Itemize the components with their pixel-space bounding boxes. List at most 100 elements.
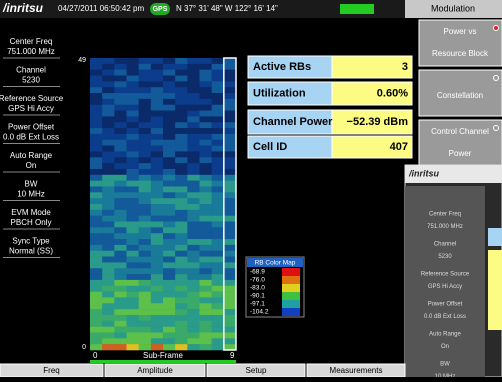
menu-title-bar: [405, 0, 502, 18]
heat-cell: [138, 209, 152, 216]
heat-cell: [114, 332, 127, 339]
bottom-menu: Freq Amplitude Setup Measurements: [0, 363, 406, 378]
heat-cell: [163, 139, 176, 146]
heat-cell: [211, 204, 225, 211]
heat-cell: [187, 145, 200, 152]
param-value[interactable]: 751.000 MHz: [7, 47, 55, 56]
heat-cell: [175, 128, 188, 135]
heat-cell: [114, 285, 127, 292]
param-label[interactable]: Sync Type: [12, 237, 50, 246]
heat-cell: [102, 256, 115, 263]
heat-cell: [175, 320, 188, 327]
heat-cell: [102, 268, 115, 275]
heat-cell: [90, 268, 103, 275]
heat-cell: [150, 58, 164, 65]
heat-cell: [102, 262, 115, 269]
heat-cell: [163, 291, 176, 298]
heat-cell: [126, 256, 139, 263]
heat-cell: [90, 192, 103, 199]
heat-cell: [223, 338, 237, 345]
heat-cell: [150, 297, 164, 304]
menu-button[interactable]: [418, 19, 502, 67]
heat-cell: [199, 168, 212, 176]
heat-cell: [211, 81, 225, 88]
heat-cell: [163, 268, 176, 275]
heat-cell: [199, 63, 212, 70]
heat-cell: [138, 63, 152, 70]
radio: [493, 75, 499, 81]
heat-cell: [211, 116, 225, 123]
heat-cell: [150, 63, 164, 70]
heat-cell: [199, 110, 212, 117]
heat-cell: [126, 244, 139, 252]
inset-label: Center Freq: [429, 212, 461, 218]
heat-cell: [150, 250, 164, 257]
heat-cell: [126, 303, 139, 310]
heat-cell: [223, 274, 237, 281]
label: Channel Power: [253, 116, 333, 128]
heat-cell: [126, 344, 139, 351]
heat-cell: [90, 332, 103, 339]
heat-cell: [102, 250, 115, 257]
menu-text: Resource Block: [432, 49, 489, 58]
param-value[interactable]: 10 MHz: [17, 190, 45, 199]
heat-cell: [150, 69, 164, 76]
param-value[interactable]: GPS Hi Accy: [8, 104, 54, 113]
heat-cell: [114, 221, 127, 228]
inset-label: Reference Source: [421, 272, 470, 278]
heat-cell: [187, 204, 200, 211]
param-value[interactable]: PBCH Only: [11, 218, 52, 227]
heat-cell: [150, 180, 164, 187]
heat-cell: [175, 344, 188, 351]
heat-cell: [90, 227, 103, 234]
heat-cell: [150, 104, 164, 111]
heat-cell: [223, 145, 237, 152]
heat-cell: [114, 309, 127, 316]
heat-cell: [90, 157, 103, 164]
heat-cell: [163, 192, 176, 199]
heat-cell: [150, 139, 164, 146]
heat-cell: [138, 239, 152, 246]
heat-cell: [211, 227, 225, 234]
menu-button[interactable]: [418, 69, 502, 117]
param-label[interactable]: Power Offset: [8, 123, 55, 132]
heat-cell: [211, 215, 225, 222]
param-value[interactable]: Normal (SS): [9, 247, 53, 256]
param-label[interactable]: Reference Source: [0, 94, 64, 103]
param-label[interactable]: Auto Range: [10, 151, 53, 160]
heat-cell: [114, 116, 127, 123]
heat-cell: [223, 314, 237, 322]
param-label[interactable]: BW: [25, 180, 38, 189]
heat-cell: [199, 303, 212, 310]
inset-panel: [405, 186, 485, 377]
heat-cell: [138, 58, 152, 65]
bottom-text: Measurements: [330, 366, 383, 375]
heat-cell: [199, 104, 212, 111]
heat-cell: [126, 279, 139, 287]
heat-cell: [150, 309, 164, 316]
param-label[interactable]: Channel: [16, 66, 46, 75]
param-label[interactable]: EVM Mode: [11, 208, 51, 217]
heat-cell: [150, 303, 164, 310]
heat-cell: [223, 279, 237, 287]
param-label[interactable]: Center Freq: [10, 37, 53, 46]
heat-cell: [102, 291, 115, 298]
heat-cell: [175, 233, 188, 240]
param-value[interactable]: 0.0 dB Ext Loss: [3, 133, 59, 142]
heat-cell: [199, 279, 212, 287]
heat-cell: [223, 133, 237, 141]
heat-cell: [199, 285, 212, 292]
label: Utilization: [253, 87, 306, 99]
heat-cell: [126, 98, 139, 106]
heat-cell: [187, 268, 200, 275]
heat-cell: [223, 221, 237, 228]
heat-cell: [114, 326, 127, 333]
heat-cell: [150, 87, 164, 94]
param-value[interactable]: 5230: [22, 76, 40, 85]
heat-cell: [163, 168, 176, 176]
heat-cell: [138, 262, 152, 269]
heat-cell: [211, 186, 225, 193]
heat-cell: [90, 104, 103, 111]
menu-button[interactable]: [418, 119, 502, 167]
param-value[interactable]: On: [26, 161, 37, 170]
